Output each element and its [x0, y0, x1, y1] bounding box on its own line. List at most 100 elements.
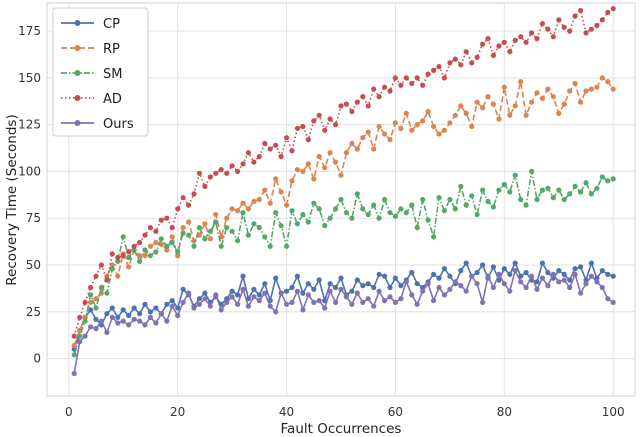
data-point — [240, 286, 246, 292]
data-point — [463, 110, 469, 116]
data-point — [153, 239, 159, 246]
data-point — [387, 284, 393, 291]
data-point — [267, 146, 273, 152]
data-point — [196, 225, 202, 231]
data-point — [583, 88, 589, 94]
data-point — [88, 324, 94, 330]
data-point — [126, 312, 132, 319]
data-point — [240, 273, 246, 279]
data-point — [567, 277, 573, 283]
data-point — [289, 284, 295, 291]
data-point — [387, 137, 393, 143]
data-point — [256, 298, 262, 304]
data-point — [245, 303, 251, 309]
data-point — [305, 219, 311, 225]
data-point — [387, 294, 393, 300]
data-point — [441, 266, 447, 272]
data-point — [175, 312, 181, 319]
data-point — [273, 275, 279, 281]
data-point — [354, 277, 360, 283]
data-point — [529, 168, 535, 174]
data-point — [588, 260, 595, 266]
data-point — [300, 211, 306, 218]
data-point — [567, 88, 573, 94]
data-point — [518, 279, 524, 285]
data-point — [316, 153, 322, 160]
y-tick-label: 125 — [18, 118, 41, 132]
data-point — [273, 309, 279, 315]
data-point — [224, 215, 230, 221]
data-point — [229, 228, 235, 234]
data-point — [273, 210, 279, 216]
data-point — [98, 262, 104, 268]
data-point — [316, 112, 322, 118]
data-point — [409, 202, 415, 208]
data-point — [550, 34, 556, 40]
y-tick-label: 100 — [18, 164, 41, 178]
data-point — [71, 342, 77, 349]
data-point — [561, 277, 567, 283]
data-point — [126, 249, 132, 255]
data-point — [153, 249, 159, 255]
data-point — [137, 311, 143, 317]
data-point — [458, 103, 464, 109]
data-point — [365, 281, 371, 287]
data-point — [431, 298, 437, 304]
data-point — [583, 30, 589, 36]
data-point — [109, 251, 115, 257]
data-point — [349, 301, 355, 307]
data-point — [333, 284, 339, 291]
data-point — [414, 75, 420, 81]
data-point — [153, 228, 159, 234]
legend-label: CP — [103, 17, 120, 32]
data-point — [175, 206, 181, 212]
data-point — [447, 273, 453, 279]
data-point — [376, 123, 382, 130]
data-point — [196, 301, 202, 307]
data-point — [480, 187, 486, 193]
data-point — [523, 39, 529, 45]
data-point — [360, 299, 366, 305]
data-point — [567, 191, 573, 197]
legend-label: SM — [103, 67, 122, 82]
data-point — [262, 140, 268, 146]
data-point — [425, 281, 431, 287]
data-point — [578, 99, 584, 105]
data-point — [191, 191, 197, 197]
data-point — [403, 279, 409, 285]
data-point — [469, 123, 475, 130]
series-line-rp — [73, 77, 614, 346]
data-point — [77, 333, 83, 339]
data-point — [273, 142, 279, 148]
data-point — [224, 170, 230, 176]
data-point — [98, 284, 104, 291]
data-point — [599, 174, 605, 180]
data-point — [289, 148, 295, 154]
data-point — [262, 281, 268, 287]
data-point — [534, 90, 540, 96]
data-point — [403, 75, 409, 81]
data-point — [425, 71, 431, 77]
data-point — [441, 127, 447, 133]
data-point — [474, 54, 480, 60]
x-tick-label: 40 — [279, 405, 294, 419]
data-point — [441, 208, 447, 214]
data-point — [251, 221, 257, 227]
data-point — [610, 273, 616, 279]
data-point — [115, 254, 121, 261]
data-point — [594, 22, 600, 29]
data-point — [376, 288, 382, 294]
data-point — [343, 101, 349, 107]
data-point — [452, 56, 458, 62]
data-point — [610, 299, 616, 305]
data-point — [436, 131, 442, 137]
data-point — [229, 163, 235, 169]
data-point — [147, 253, 153, 259]
legend-label: AD — [103, 92, 122, 107]
data-point — [420, 196, 426, 203]
data-point — [256, 196, 262, 203]
x-tick-label: 20 — [170, 405, 185, 419]
data-point — [180, 299, 186, 305]
